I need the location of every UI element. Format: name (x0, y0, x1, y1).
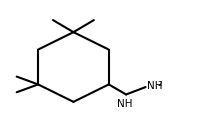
Text: NH: NH (117, 99, 133, 109)
Text: NH: NH (147, 81, 163, 91)
Text: 2: 2 (158, 81, 162, 87)
